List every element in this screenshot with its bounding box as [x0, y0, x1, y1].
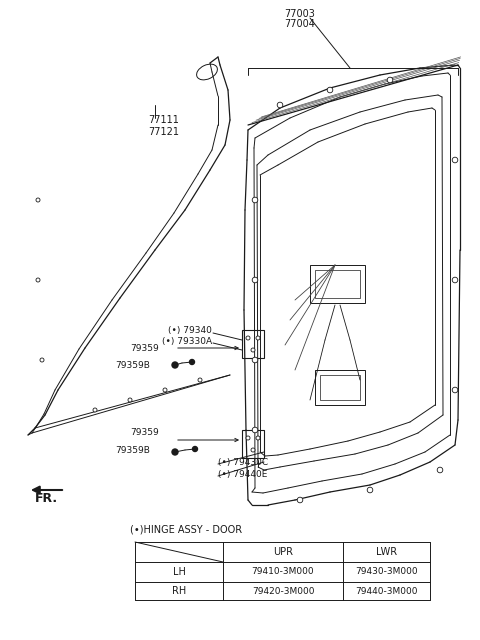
Circle shape — [252, 197, 258, 203]
Circle shape — [367, 487, 373, 493]
Text: (•) 79340: (•) 79340 — [168, 326, 212, 335]
Bar — [310, 265, 365, 303]
Circle shape — [452, 277, 458, 283]
Circle shape — [93, 408, 97, 412]
Circle shape — [163, 388, 167, 392]
Text: (•) 79430C: (•) 79430C — [218, 458, 268, 467]
Circle shape — [256, 336, 260, 340]
Text: (•)HINGE ASSY - DOOR: (•)HINGE ASSY - DOOR — [130, 525, 242, 535]
Text: 77111: 77111 — [148, 115, 179, 125]
Bar — [242, 430, 264, 458]
Text: (•) 79440E: (•) 79440E — [218, 470, 267, 479]
Text: UPR: UPR — [273, 547, 293, 557]
Circle shape — [172, 449, 178, 455]
Circle shape — [36, 198, 40, 202]
Circle shape — [172, 362, 178, 368]
Circle shape — [437, 467, 443, 473]
Circle shape — [251, 448, 255, 452]
Text: 77003: 77003 — [285, 9, 315, 19]
Circle shape — [246, 336, 250, 340]
Circle shape — [40, 358, 44, 362]
Circle shape — [256, 436, 260, 440]
Text: 79430-3M000: 79430-3M000 — [355, 568, 418, 577]
Text: (•) 79330A: (•) 79330A — [162, 337, 212, 346]
Text: LH: LH — [173, 567, 185, 577]
Bar — [242, 330, 264, 358]
Circle shape — [297, 497, 303, 503]
Circle shape — [327, 87, 333, 93]
Text: 77121: 77121 — [148, 127, 179, 137]
Circle shape — [452, 157, 458, 163]
Circle shape — [198, 378, 202, 382]
Circle shape — [252, 428, 258, 433]
Bar — [315, 370, 365, 405]
Bar — [320, 375, 360, 400]
Text: 79359: 79359 — [130, 344, 159, 353]
Text: 79359: 79359 — [130, 428, 159, 436]
Circle shape — [192, 447, 197, 451]
Circle shape — [246, 436, 250, 440]
Text: 79359B: 79359B — [115, 360, 150, 369]
Bar — [315, 270, 360, 298]
Text: 77004: 77004 — [285, 19, 315, 29]
Text: FR.: FR. — [35, 492, 58, 504]
Text: RH: RH — [172, 586, 186, 596]
Text: 79440-3M000: 79440-3M000 — [355, 586, 418, 595]
Text: 79410-3M000: 79410-3M000 — [252, 568, 314, 577]
Text: 79359B: 79359B — [115, 445, 150, 454]
Circle shape — [252, 277, 258, 283]
Text: LWR: LWR — [376, 547, 397, 557]
Circle shape — [36, 278, 40, 282]
Text: 79420-3M000: 79420-3M000 — [252, 586, 314, 595]
Circle shape — [128, 398, 132, 402]
Circle shape — [277, 102, 283, 108]
Circle shape — [387, 77, 393, 83]
Circle shape — [252, 357, 258, 363]
Circle shape — [190, 360, 194, 365]
Circle shape — [251, 348, 255, 352]
Circle shape — [452, 387, 458, 393]
